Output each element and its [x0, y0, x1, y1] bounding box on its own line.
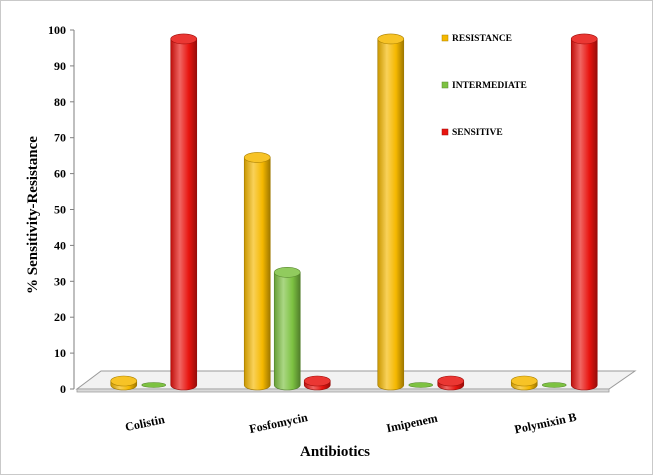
bar-disc: [408, 382, 434, 388]
y-tick-label: 0: [60, 382, 66, 396]
bar-imipenem-sensitive: [437, 375, 465, 391]
bar-fosfomycin-intermediate: [273, 267, 301, 391]
bar-polymixin-b-intermediate: [541, 382, 567, 388]
bar-fosfomycin-resistance: [243, 152, 271, 391]
bar-disc: [141, 382, 167, 388]
legend-item-intermediate: INTERMEDIATE: [441, 81, 527, 91]
x-axis-title: Antibiotics: [300, 444, 370, 460]
bar-polymixin-b-sensitive: [570, 33, 598, 391]
bar-imipenem-resistance: [377, 33, 405, 391]
bar-top: [273, 267, 301, 278]
bar-colistin-intermediate: [141, 382, 167, 388]
bar-fosfomycin-sensitive: [303, 375, 331, 391]
bar-colistin-sensitive: [170, 33, 198, 391]
bar-imipenem-intermediate: [408, 382, 434, 388]
y-tick-label: 100: [48, 23, 66, 37]
y-tick-label: 70: [54, 131, 66, 145]
bar-top: [170, 33, 198, 45]
legend-swatch: [441, 81, 449, 89]
legend-item-resistance: RESISTANCE: [441, 34, 512, 44]
y-tick-label: 90: [54, 59, 66, 73]
legend-label: SENSITIVE: [452, 128, 503, 138]
x-tick-label: Imipenem: [385, 411, 439, 436]
bar-body: [377, 38, 405, 391]
y-tick-label: 10: [54, 346, 66, 360]
y-axis-title: % Sensitivity-Resistance: [25, 136, 41, 294]
y-axis: 0 10 20 30 40 50 60 70 80 90 100: [48, 23, 75, 396]
x-tick-label: Fosfomycin: [248, 410, 309, 436]
bar-body: [170, 38, 198, 391]
legend-label: INTERMEDIATE: [452, 81, 527, 91]
y-tick-label: 20: [54, 310, 66, 324]
y-tick-label: 40: [54, 238, 66, 252]
legend-swatch: [441, 128, 449, 136]
bar-top: [570, 33, 598, 45]
y-tick-label: 50: [54, 203, 66, 217]
x-tick-label: Colistin: [124, 412, 166, 434]
legend-label: RESISTANCE: [452, 34, 512, 44]
bar-disc: [541, 382, 567, 388]
bar-top: [510, 375, 538, 387]
bars: [110, 33, 598, 391]
bar-top: [437, 375, 465, 387]
bar-top: [303, 375, 331, 387]
y-tick-label: 60: [54, 167, 66, 181]
x-axis-labels: Colistin Fosfomycin Imipenem Polymixin B: [124, 410, 578, 437]
bar-body: [273, 272, 301, 391]
y-tick-label: 30: [54, 274, 66, 288]
floor-front: [76, 388, 610, 393]
legend-swatch: [441, 34, 449, 42]
bar-top: [377, 33, 405, 45]
legend-item-sensitive: SENSITIVE: [441, 128, 503, 138]
bar-body: [570, 38, 598, 391]
bar-top: [243, 152, 271, 163]
legend: RESISTANCE INTERMEDIATE SENSITIVE: [441, 34, 527, 138]
y-tick-label: 80: [54, 95, 66, 109]
bar-polymixin-b-resistance: [510, 375, 538, 391]
bar-body: [243, 157, 271, 391]
x-tick-label: Polymixin B: [513, 410, 578, 437]
bar-colistin-resistance: [110, 375, 138, 391]
chart-floor: [75, 370, 637, 393]
bar-top: [110, 375, 138, 387]
